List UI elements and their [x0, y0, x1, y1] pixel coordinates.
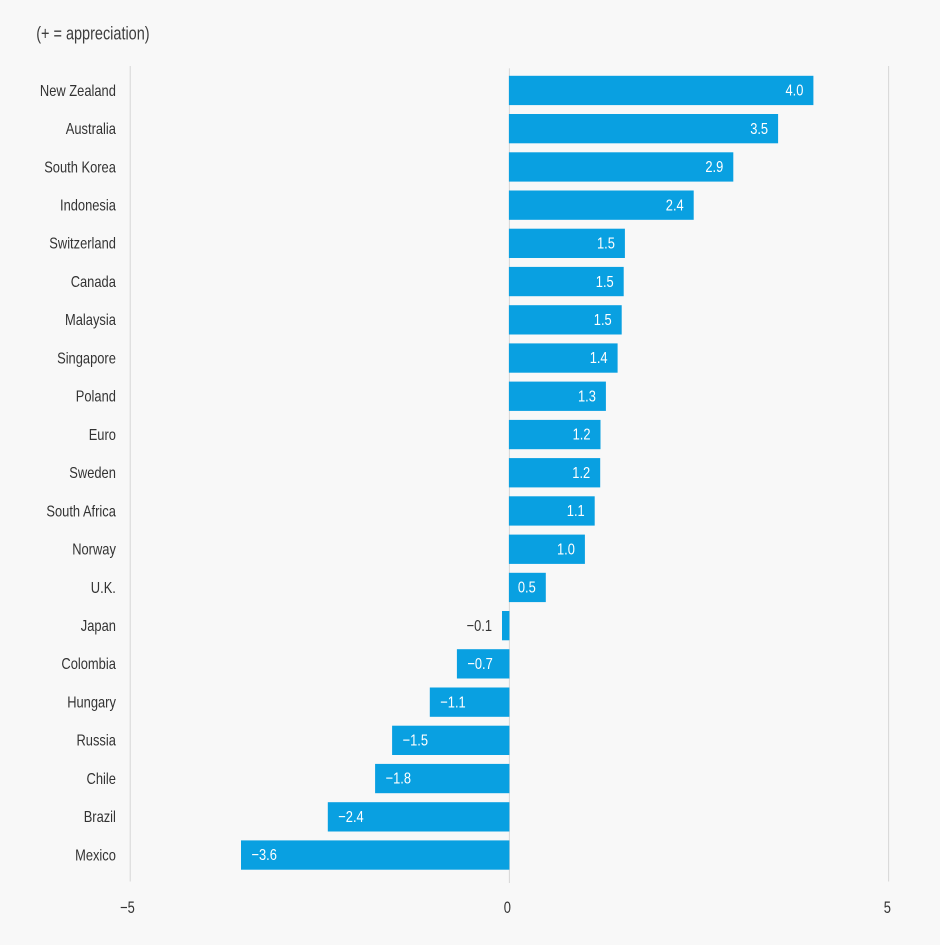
svg-text:−0.7: −0.7 [467, 656, 492, 673]
svg-text:2.4: 2.4 [666, 197, 684, 214]
svg-text:1.2: 1.2 [573, 427, 591, 444]
svg-text:1.5: 1.5 [594, 312, 612, 329]
svg-text:Mexico: Mexico [75, 847, 116, 864]
svg-text:−0.1: −0.1 [467, 618, 492, 635]
svg-text:3.5: 3.5 [750, 121, 768, 138]
svg-text:Singapore: Singapore [57, 350, 116, 367]
svg-text:New Zealand: New Zealand [40, 83, 116, 100]
svg-text:4.0: 4.0 [786, 83, 804, 100]
svg-text:5: 5 [884, 899, 891, 917]
svg-text:Japan: Japan [81, 618, 116, 635]
svg-text:Russia: Russia [77, 733, 116, 750]
svg-text:−1.8: −1.8 [386, 771, 411, 788]
svg-text:South Korea: South Korea [44, 159, 116, 176]
svg-text:(+ = appreciation): (+ = appreciation) [36, 24, 149, 44]
svg-text:U.K.: U.K. [91, 580, 116, 597]
svg-text:0: 0 [504, 899, 511, 917]
svg-text:0.5: 0.5 [518, 580, 536, 597]
svg-text:Norway: Norway [72, 542, 116, 559]
svg-text:Brazil: Brazil [84, 809, 116, 826]
svg-text:1.5: 1.5 [596, 274, 614, 291]
svg-text:1.3: 1.3 [578, 388, 596, 405]
svg-text:Sweden: Sweden [69, 465, 116, 482]
svg-text:Malaysia: Malaysia [65, 312, 116, 329]
svg-text:Australia: Australia [66, 121, 116, 138]
svg-text:1.0: 1.0 [557, 541, 575, 558]
svg-text:South Africa: South Africa [46, 503, 116, 520]
svg-text:−1.1: −1.1 [440, 694, 465, 711]
svg-text:Canada: Canada [71, 274, 116, 291]
svg-text:Euro: Euro [89, 427, 116, 444]
svg-text:Hungary: Hungary [67, 695, 116, 712]
svg-text:1.2: 1.2 [572, 465, 590, 482]
svg-text:−2.4: −2.4 [338, 809, 363, 826]
svg-text:1.1: 1.1 [567, 503, 585, 520]
svg-text:Indonesia: Indonesia [60, 198, 116, 215]
svg-text:−3.6: −3.6 [252, 847, 277, 864]
svg-text:−5: −5 [120, 899, 135, 917]
svg-text:−1.5: −1.5 [403, 733, 428, 750]
svg-text:1.5: 1.5 [597, 236, 615, 253]
svg-text:2.9: 2.9 [705, 159, 723, 176]
svg-text:Switzerland: Switzerland [49, 236, 116, 253]
svg-text:Chile: Chile [87, 771, 116, 788]
svg-text:Poland: Poland [76, 389, 116, 406]
svg-text:1.4: 1.4 [590, 350, 608, 367]
svg-text:Colombia: Colombia [61, 656, 116, 673]
